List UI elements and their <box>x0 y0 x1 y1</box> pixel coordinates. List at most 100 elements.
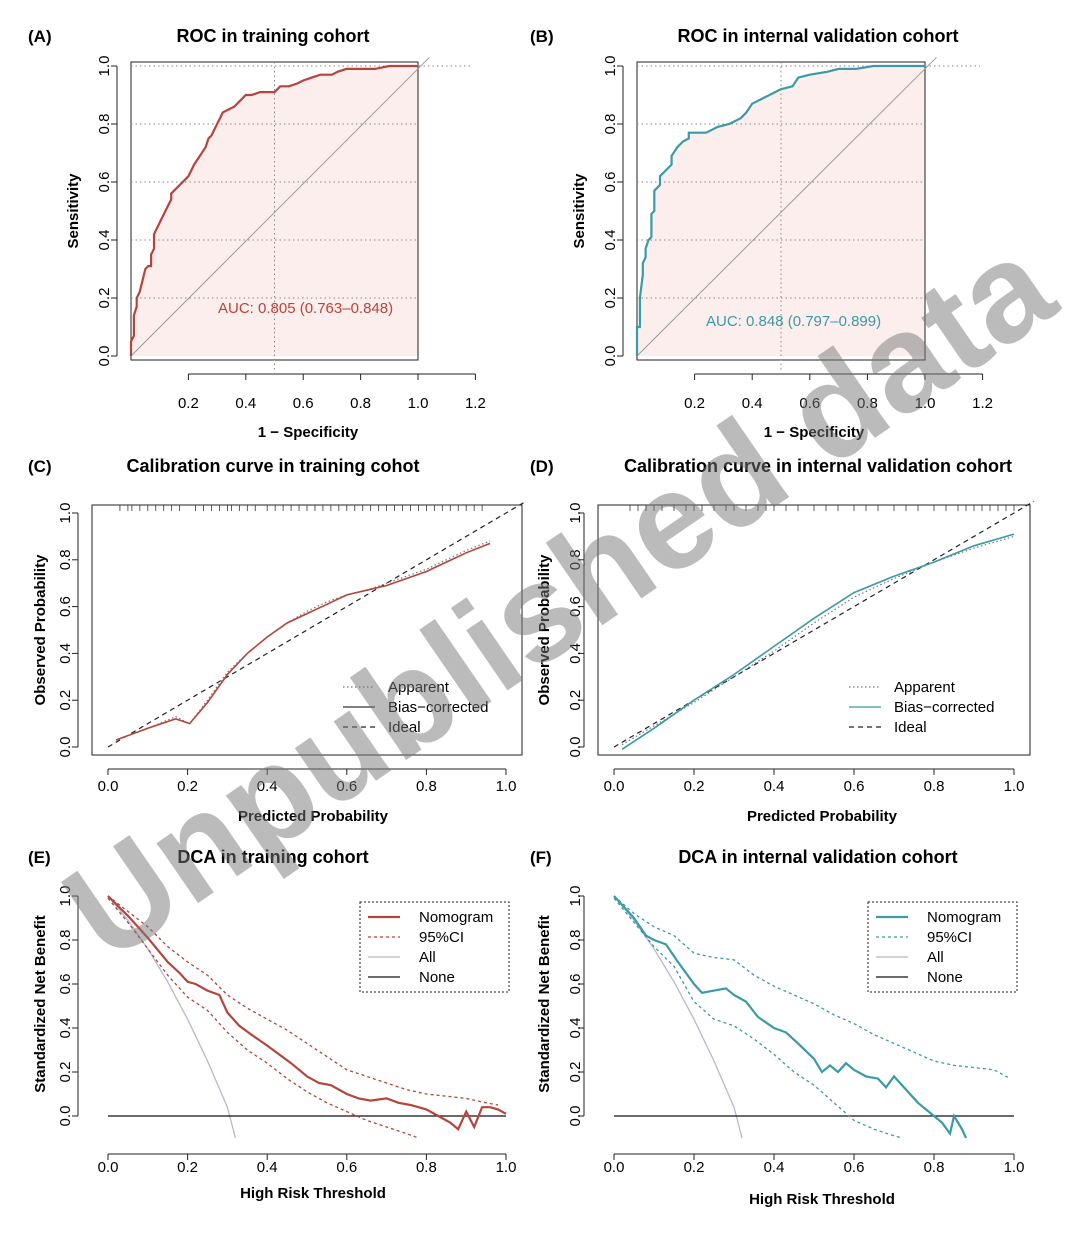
x-tick-label: 1.0 <box>915 395 936 412</box>
x-tick-label: 1.0 <box>496 778 517 795</box>
y-tick-label: 1.0 <box>602 56 619 77</box>
y-tick-label: 0.0 <box>567 1106 584 1127</box>
x-tick-label: 0.2 <box>684 1159 705 1176</box>
y-tick-label: 0.0 <box>567 737 584 758</box>
bias-corrected-line <box>621 533 1015 750</box>
y-tick-label: 0.2 <box>602 288 619 309</box>
apparent-line <box>115 540 491 741</box>
treat-all-line <box>107 895 237 1139</box>
x-tick-label: 1.2 <box>465 395 486 412</box>
y-tick-label: 0.2 <box>96 288 113 309</box>
x-tick-label: 0.4 <box>764 778 785 795</box>
plot-box <box>597 504 1031 756</box>
x-tick-label: 0.4 <box>257 778 278 795</box>
x-tick-label: 1.0 <box>408 395 429 412</box>
x-tick-label: 0.8 <box>350 395 371 412</box>
legend-entry: Bias−corrected <box>388 699 488 716</box>
x-tick-label: 1.0 <box>1004 1159 1025 1176</box>
y-tick-label: 0.4 <box>567 643 584 664</box>
x-tick-label: 0.4 <box>235 395 256 412</box>
y-tick-label: 0.2 <box>57 690 74 711</box>
x-tick-label: 0.8 <box>924 778 945 795</box>
x-tick-label: 0.0 <box>98 1159 119 1176</box>
panel-title: DCA in internal validation cohort <box>678 847 957 867</box>
roc-curve <box>635 64 925 356</box>
panel-D: (D) Calibration curve in internal validat… <box>530 456 1035 825</box>
ci-lower-line <box>107 897 419 1139</box>
x-tick-label: 1.0 <box>1004 778 1025 795</box>
x-tick-label: 0.6 <box>844 1159 865 1176</box>
y-axis-label: Sensitivity <box>571 173 588 249</box>
y-tick-label: 0.4 <box>602 230 619 251</box>
y-tick-label: 0.8 <box>602 114 619 135</box>
panel-title: ROC in training cohort <box>177 26 370 46</box>
x-tick-label: 1.0 <box>496 1159 517 1176</box>
panel-E: (E) DCA in training cohort Nomogram 95%CI Al… <box>28 847 516 1202</box>
x-axis-label: High Risk Threshold <box>749 1191 895 1208</box>
y-tick-label: 0.6 <box>57 596 74 617</box>
legend-entry: All <box>419 949 436 966</box>
nomogram-line <box>107 895 507 1131</box>
y-tick-label: 1.0 <box>96 56 113 77</box>
panel-title: Calibration curve in training cohot <box>126 456 419 476</box>
x-tick-label: 0.2 <box>177 1159 198 1176</box>
x-axis-label: Predicted Probability <box>238 808 389 825</box>
ci-upper-line <box>613 895 1011 1080</box>
y-tick-label: 1.0 <box>567 503 584 524</box>
x-tick-label: 0.4 <box>742 395 763 412</box>
x-tick-label: 0.0 <box>604 778 625 795</box>
x-tick-label: 0.6 <box>799 395 820 412</box>
bias-corrected-line <box>115 542 491 741</box>
y-tick-label: 0.4 <box>57 643 74 664</box>
y-tick-label: 0.6 <box>602 172 619 193</box>
legend-entry: Apparent <box>388 679 450 696</box>
x-tick-label: 0.4 <box>764 1159 785 1176</box>
x-tick-label: 0.2 <box>178 395 199 412</box>
chance-diagonal <box>130 56 430 357</box>
legend-entry: Ideal <box>388 719 421 736</box>
y-tick-label: 0.4 <box>96 230 113 251</box>
x-axis-label: High Risk Threshold <box>240 1185 386 1202</box>
panel-label: (F) <box>530 848 552 867</box>
nomogram-line <box>613 895 968 1139</box>
x-tick-label: 0.0 <box>98 778 119 795</box>
ci-upper-line <box>107 895 499 1106</box>
y-tick-label: 0.0 <box>602 346 619 367</box>
y-axis-label: Sensitivity <box>65 173 82 249</box>
legend-entry: None <box>419 969 455 986</box>
x-tick-label: 0.2 <box>684 778 705 795</box>
legend-entry: Nomogram <box>927 909 1001 926</box>
y-tick-label: 0.2 <box>567 690 584 711</box>
panel-F: (F) DCA in internal validation cohort Nomo… <box>530 847 1024 1208</box>
y-tick-label: 0.6 <box>567 596 584 617</box>
panel-title: Calibration curve in internal validation… <box>624 456 1012 476</box>
x-axis-label: 1 − Specificity <box>764 424 865 441</box>
legend-entry: 95%CI <box>927 929 972 946</box>
x-tick-label: 0.8 <box>416 778 437 795</box>
panel-label: (D) <box>530 457 554 476</box>
x-tick-label: 0.8 <box>857 395 878 412</box>
y-axis-label: Standardized Net Benefit <box>32 915 49 1093</box>
y-tick-label: 1.0 <box>57 886 74 907</box>
y-tick-label: 0.8 <box>96 114 113 135</box>
y-tick-label: 1.0 <box>57 503 74 524</box>
treat-all-line <box>613 895 743 1139</box>
y-tick-label: 0.4 <box>567 1018 584 1039</box>
legend-entry: Nomogram <box>419 909 493 926</box>
legend-entry: Apparent <box>894 679 956 696</box>
x-tick-label: 0.6 <box>336 778 357 795</box>
y-tick-label: 0.8 <box>57 549 74 570</box>
x-tick-label: 0.2 <box>177 778 198 795</box>
y-tick-label: 0.8 <box>57 930 74 951</box>
y-axis-label: Observed Probability <box>536 554 553 706</box>
y-tick-label: 0.4 <box>57 1018 74 1039</box>
x-tick-label: 0.8 <box>416 1159 437 1176</box>
y-tick-label: 0.6 <box>57 974 74 995</box>
y-tick-label: 0.8 <box>567 549 584 570</box>
plot-box <box>91 504 523 756</box>
plot-area <box>107 895 507 1139</box>
roc-curve <box>129 64 418 356</box>
y-axis-label: Observed Probability <box>32 554 49 706</box>
x-tick-label: 0.0 <box>604 1159 625 1176</box>
